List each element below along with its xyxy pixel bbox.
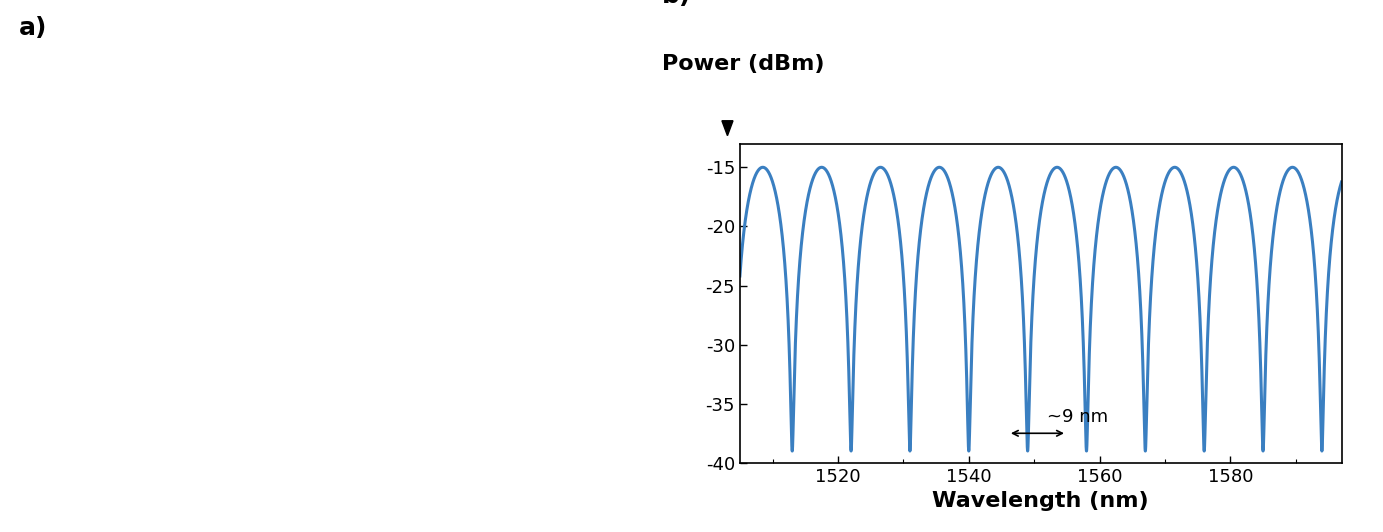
Text: Power (dBm): Power (dBm) bbox=[661, 54, 824, 74]
Text: a): a) bbox=[19, 16, 47, 40]
Text: ~9 nm: ~9 nm bbox=[1047, 408, 1108, 426]
X-axis label: Wavelength (nm): Wavelength (nm) bbox=[932, 491, 1149, 511]
Text: b): b) bbox=[661, 0, 692, 8]
